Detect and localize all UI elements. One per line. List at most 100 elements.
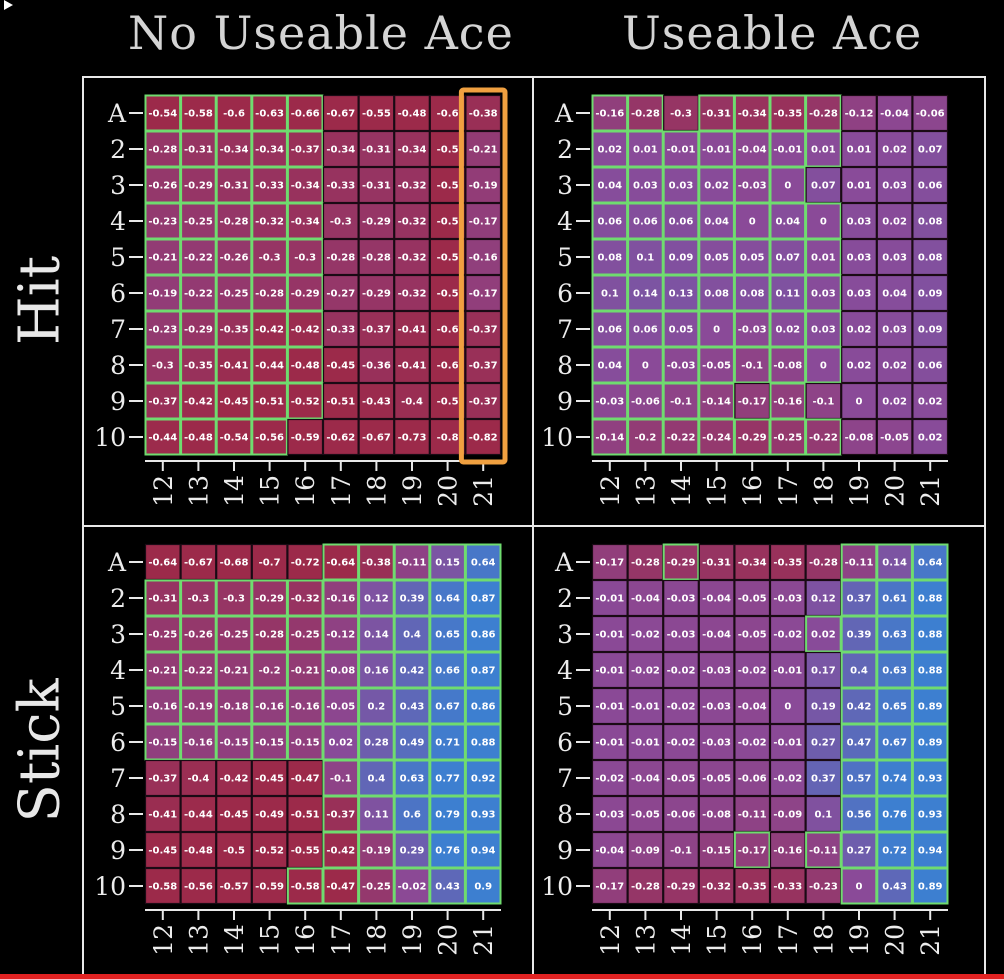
heatmap-cell: [698, 94, 735, 132]
cell-value-label: -0.08: [326, 666, 355, 677]
heatmap-cell: [627, 238, 664, 276]
heatmap-cell: [911, 651, 949, 689]
cell-value-label: 0.02: [597, 145, 622, 156]
heatmap-cell: [394, 238, 430, 276]
heatmap-cell: [627, 759, 664, 797]
cell-value-label: 0.01: [847, 145, 872, 156]
heatmap-cell: [769, 759, 806, 797]
cell-value-label: -0.29: [255, 594, 284, 605]
y-tick-label: 7: [110, 315, 126, 344]
y-tick-label: 5: [557, 692, 573, 721]
heatmap-cell: [251, 130, 288, 168]
cell-value-label: 0.87: [471, 666, 496, 677]
cell-value-label: -0.03: [702, 666, 731, 677]
cell-value-label: -0.45: [326, 361, 355, 372]
x-tick-label: 14: [667, 475, 696, 507]
cell-value-label: -0.03: [773, 594, 802, 605]
cell-value-label: -0.42: [291, 325, 320, 336]
heatmap-cell: [591, 867, 628, 905]
heatmap-cell: [287, 543, 324, 581]
heatmap-cell: [876, 579, 913, 617]
cell-value-label: -0.32: [398, 217, 427, 228]
cell-value-label: -0.12: [845, 109, 874, 120]
cell-value-label: -0.35: [738, 882, 767, 893]
cell-value-label: -0.67: [326, 109, 355, 120]
cell-value-label: -0.58: [184, 109, 213, 120]
cell-value-label: -0.21: [291, 666, 320, 677]
cell-value-label: 0.03: [633, 181, 658, 192]
cell-value-label: 0.04: [882, 289, 907, 300]
x-tick-label: 18: [809, 924, 838, 956]
heatmap-cell: [394, 130, 430, 168]
cell-value-label: 0.63: [882, 666, 907, 677]
heatmap-cell: [876, 238, 913, 276]
heatmap-cell: [734, 543, 771, 581]
cell-value-label: -0.82: [469, 433, 498, 444]
cell-value-label: 0.03: [811, 289, 836, 300]
cell-value-label: 0.02: [882, 361, 907, 372]
video-progress-bar[interactable]: [0, 974, 1004, 979]
cell-value-label: -0.23: [148, 325, 177, 336]
cell-value-label: -0.19: [362, 846, 391, 857]
heatmap-cell: [769, 418, 807, 456]
cell-value-label: 0.93: [471, 810, 496, 821]
cell-value-label: 0.4: [403, 630, 421, 641]
cell-value-label: -0.03: [667, 594, 696, 605]
highlight-column-box: [458, 87, 508, 465]
cell-value-label: -0.21: [469, 145, 498, 156]
heatmap-cell: [627, 310, 664, 348]
heatmap-cell: [769, 795, 806, 833]
cell-value-label: 0.06: [918, 181, 943, 192]
cell-value-label: -0.04: [702, 594, 731, 605]
heatmap-cell: [180, 274, 217, 312]
cell-value-label: -0.16: [255, 702, 284, 713]
cell-value-label: -0.29: [667, 558, 696, 569]
x-tick-label: 18: [809, 475, 838, 507]
cell-value-label: 0.37: [847, 594, 872, 605]
heatmap-cell: [465, 310, 502, 348]
heatmap-cell: [769, 651, 806, 689]
y-tick-label: 2: [110, 584, 126, 613]
heatmap-cell: [627, 795, 664, 833]
play-icon[interactable]: [4, 0, 13, 10]
cell-value-label: 0.88: [918, 594, 943, 605]
heatmap-cell: [805, 274, 842, 312]
cell-value-label: 0.76: [435, 846, 460, 857]
heatmap-cell: [876, 130, 913, 168]
heatmap-cell: [286, 723, 324, 761]
heatmap-cell: [769, 274, 807, 312]
cell-value-label: 0.37: [811, 774, 836, 785]
y-tick-label: 8: [110, 351, 126, 380]
x-tick-label: 13: [184, 475, 213, 507]
cell-value-label: -0.29: [291, 289, 320, 300]
cell-value-label: -0.02: [773, 630, 802, 641]
y-tick-label: 9: [557, 836, 573, 865]
cell-value-label: -0.04: [738, 702, 767, 713]
heatmap-cell: [698, 346, 735, 384]
cell-value-label: 0.08: [918, 217, 943, 228]
heatmap-cell: [251, 418, 288, 456]
cell-value-label: 0.42: [847, 702, 872, 713]
heatmap-cell: [465, 418, 502, 456]
cell-value-label: -0.3: [152, 361, 174, 372]
x-tick-label: 14: [220, 924, 249, 956]
heatmap-cell: [286, 274, 324, 312]
y-tick-label: 6: [557, 728, 573, 757]
cell-value-label: -0.26: [184, 630, 213, 641]
x-tick-label: 15: [256, 924, 285, 956]
cell-value-label: 0.02: [811, 630, 836, 641]
x-tick-label: 21: [469, 475, 498, 507]
heatmap-cell: [912, 130, 949, 168]
heatmap-cell: [733, 94, 771, 132]
cell-value-label: -0.06: [916, 109, 945, 120]
heatmap-cell: [358, 94, 395, 132]
x-tick-label: 20: [434, 475, 463, 507]
cell-value-label: 0.05: [669, 325, 694, 336]
y-tick-label: 9: [110, 836, 126, 865]
cell-value-label: -0.16: [469, 253, 498, 264]
heatmap-cell: [287, 759, 324, 797]
heatmap-cell: [144, 238, 182, 276]
heatmap-cell: [464, 867, 502, 905]
heatmap-cell: [465, 346, 502, 384]
y-tick-label: 3: [110, 171, 126, 200]
